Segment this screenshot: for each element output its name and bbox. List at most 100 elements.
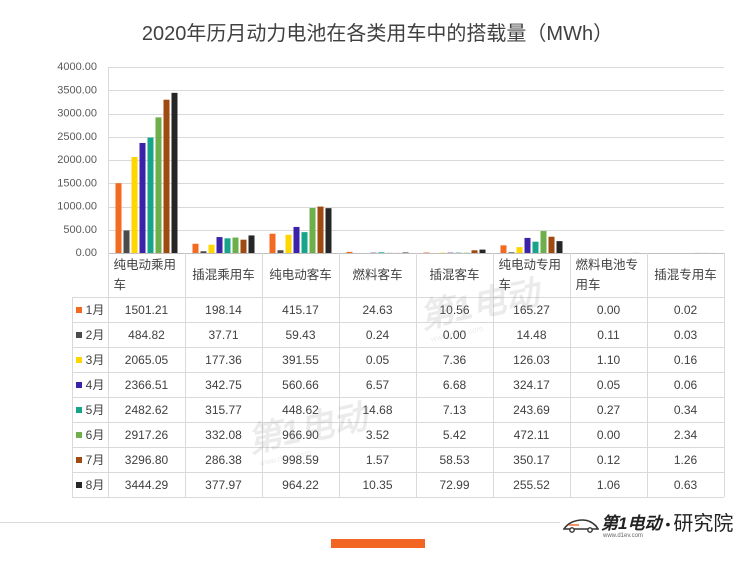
data-bar: [115, 183, 122, 253]
category-label: 插混乘用车: [192, 268, 255, 282]
table-value-cell: 3.52: [365, 427, 390, 442]
legend-label: 1月: [85, 303, 105, 317]
table-header-cell: 插混客车: [416, 253, 493, 297]
logo-division: 研究院: [673, 513, 734, 535]
data-bar: [200, 251, 207, 253]
table-value-cell: 24.63: [362, 302, 393, 317]
legend-cell: 1月: [72, 297, 108, 322]
legend-key: [75, 306, 82, 313]
table-header-cell: 插混专用车: [647, 253, 724, 297]
y-tick-label: 0.00: [76, 247, 97, 259]
table-value-cell: 0.03: [673, 327, 698, 342]
data-bar: [516, 247, 523, 253]
data-bar: [240, 239, 247, 253]
legend-label: 8月: [85, 478, 105, 492]
table-value-cell: 286.38: [205, 452, 242, 467]
y-tick-label: 4000.00: [57, 61, 97, 73]
table-value-cell: 0.05: [365, 352, 390, 367]
table-value-cell: 1501.21: [124, 302, 169, 317]
table-value-cell: 243.69: [513, 402, 550, 417]
y-tick-label: 500.00: [63, 224, 97, 236]
y-tick-label: 1000.00: [57, 201, 97, 213]
table-value-cell: 177.36: [205, 352, 242, 367]
logo-wordmark: 第1电动 www.d1ev.com: [601, 514, 662, 539]
table-value-cell: 377.97: [205, 477, 242, 492]
y-tick-label: 2000.00: [57, 154, 97, 166]
table-value-cell: 14.48: [516, 327, 547, 342]
category-label: 燃料电池专用车: [575, 258, 639, 292]
data-bar: [248, 235, 255, 253]
legend-label: 6月: [85, 428, 105, 442]
table-value-cell: 560.66: [282, 377, 319, 392]
table-value-cell: 332.08: [205, 427, 242, 442]
accent-bar: [331, 539, 425, 548]
data-bar: [293, 226, 300, 253]
table-value-cell: 472.11: [513, 427, 550, 442]
data-bar: [548, 236, 555, 253]
table-value-cell: 10.35: [362, 477, 393, 492]
table-header-cell: 插混乘用车: [185, 253, 262, 297]
table-header-cell: 燃料电池专用车: [570, 253, 647, 297]
data-bar: [208, 244, 215, 253]
legend-label: 2月: [85, 328, 105, 342]
chart-title: 2020年历月动力电池在各类用车中的搭载量（MWh）: [141, 23, 614, 45]
category-label: 纯电动客车: [269, 268, 332, 282]
table-header-cell: 纯电动乘用车: [108, 253, 185, 297]
table-value-cell: 3444.29: [124, 477, 169, 492]
table-value-cell: 2366.51: [124, 377, 169, 392]
table-value-cell: 0.63: [673, 477, 698, 492]
table-value-cell: 37.71: [208, 327, 239, 342]
data-bar: [147, 137, 154, 253]
legend-label: 7月: [85, 453, 105, 467]
table-value-cell: 0.24: [365, 327, 390, 342]
data-bar: [309, 208, 316, 253]
table-header-cell: 纯电动专用车: [493, 253, 570, 297]
logo-name: 第1电动: [601, 514, 662, 533]
table-value-cell: 6.68: [442, 377, 467, 392]
data-bar: [232, 237, 239, 253]
table-value-cell: 72.99: [439, 477, 470, 492]
table-value-cell: 7.13: [442, 402, 467, 417]
table-value-cell: 324.17: [513, 377, 550, 392]
data-bar: [378, 252, 385, 253]
data-bar: [216, 237, 223, 253]
data-bar: [346, 251, 353, 253]
table-value-cell: 0.00: [442, 327, 467, 342]
data-bar: [123, 230, 130, 253]
data-bar: [171, 92, 178, 253]
legend-cell: 7月: [72, 447, 108, 472]
logo-separator: •: [665, 516, 671, 532]
table-value-cell: 165.27: [513, 302, 550, 317]
table-value-cell: 2.34: [673, 427, 698, 442]
table-value-cell: 10.56: [439, 302, 470, 317]
data-bar: [317, 206, 324, 253]
legend-key: [75, 456, 82, 463]
legend-key: [75, 356, 82, 363]
y-tick-label: 1500.00: [57, 177, 97, 189]
y-tick-label: 3000.00: [57, 108, 97, 120]
table-value-cell: 0.05: [596, 377, 621, 392]
table-value-cell: 1.10: [596, 352, 621, 367]
gridlines: [108, 67, 724, 231]
table-value-cell: 415.17: [282, 302, 319, 317]
table-header-cell: 纯电动客车: [262, 253, 339, 297]
table-value-cell: 0.06: [673, 377, 698, 392]
table-value-cell: 6.57: [365, 377, 390, 392]
data-bar: [524, 237, 531, 253]
data-bar: [500, 245, 507, 253]
table-value-cell: 0.11: [597, 327, 620, 342]
legend-key: [75, 431, 82, 438]
data-bar: [540, 231, 547, 253]
category-label: 插混专用车: [654, 268, 717, 282]
category-label: 插混客车: [429, 268, 480, 282]
footer-divider: [0, 522, 560, 523]
bars: [115, 92, 717, 254]
category-label: 纯电动乘用车: [113, 258, 177, 292]
data-bar: [155, 117, 162, 253]
data-bar: [508, 252, 515, 253]
data-bar: [325, 208, 332, 253]
brand-logo: 第1电动 www.d1ev.com • 研究院: [563, 508, 748, 540]
legend-cell: 8月: [72, 472, 108, 497]
table-value-cell: 1.26: [673, 452, 698, 467]
